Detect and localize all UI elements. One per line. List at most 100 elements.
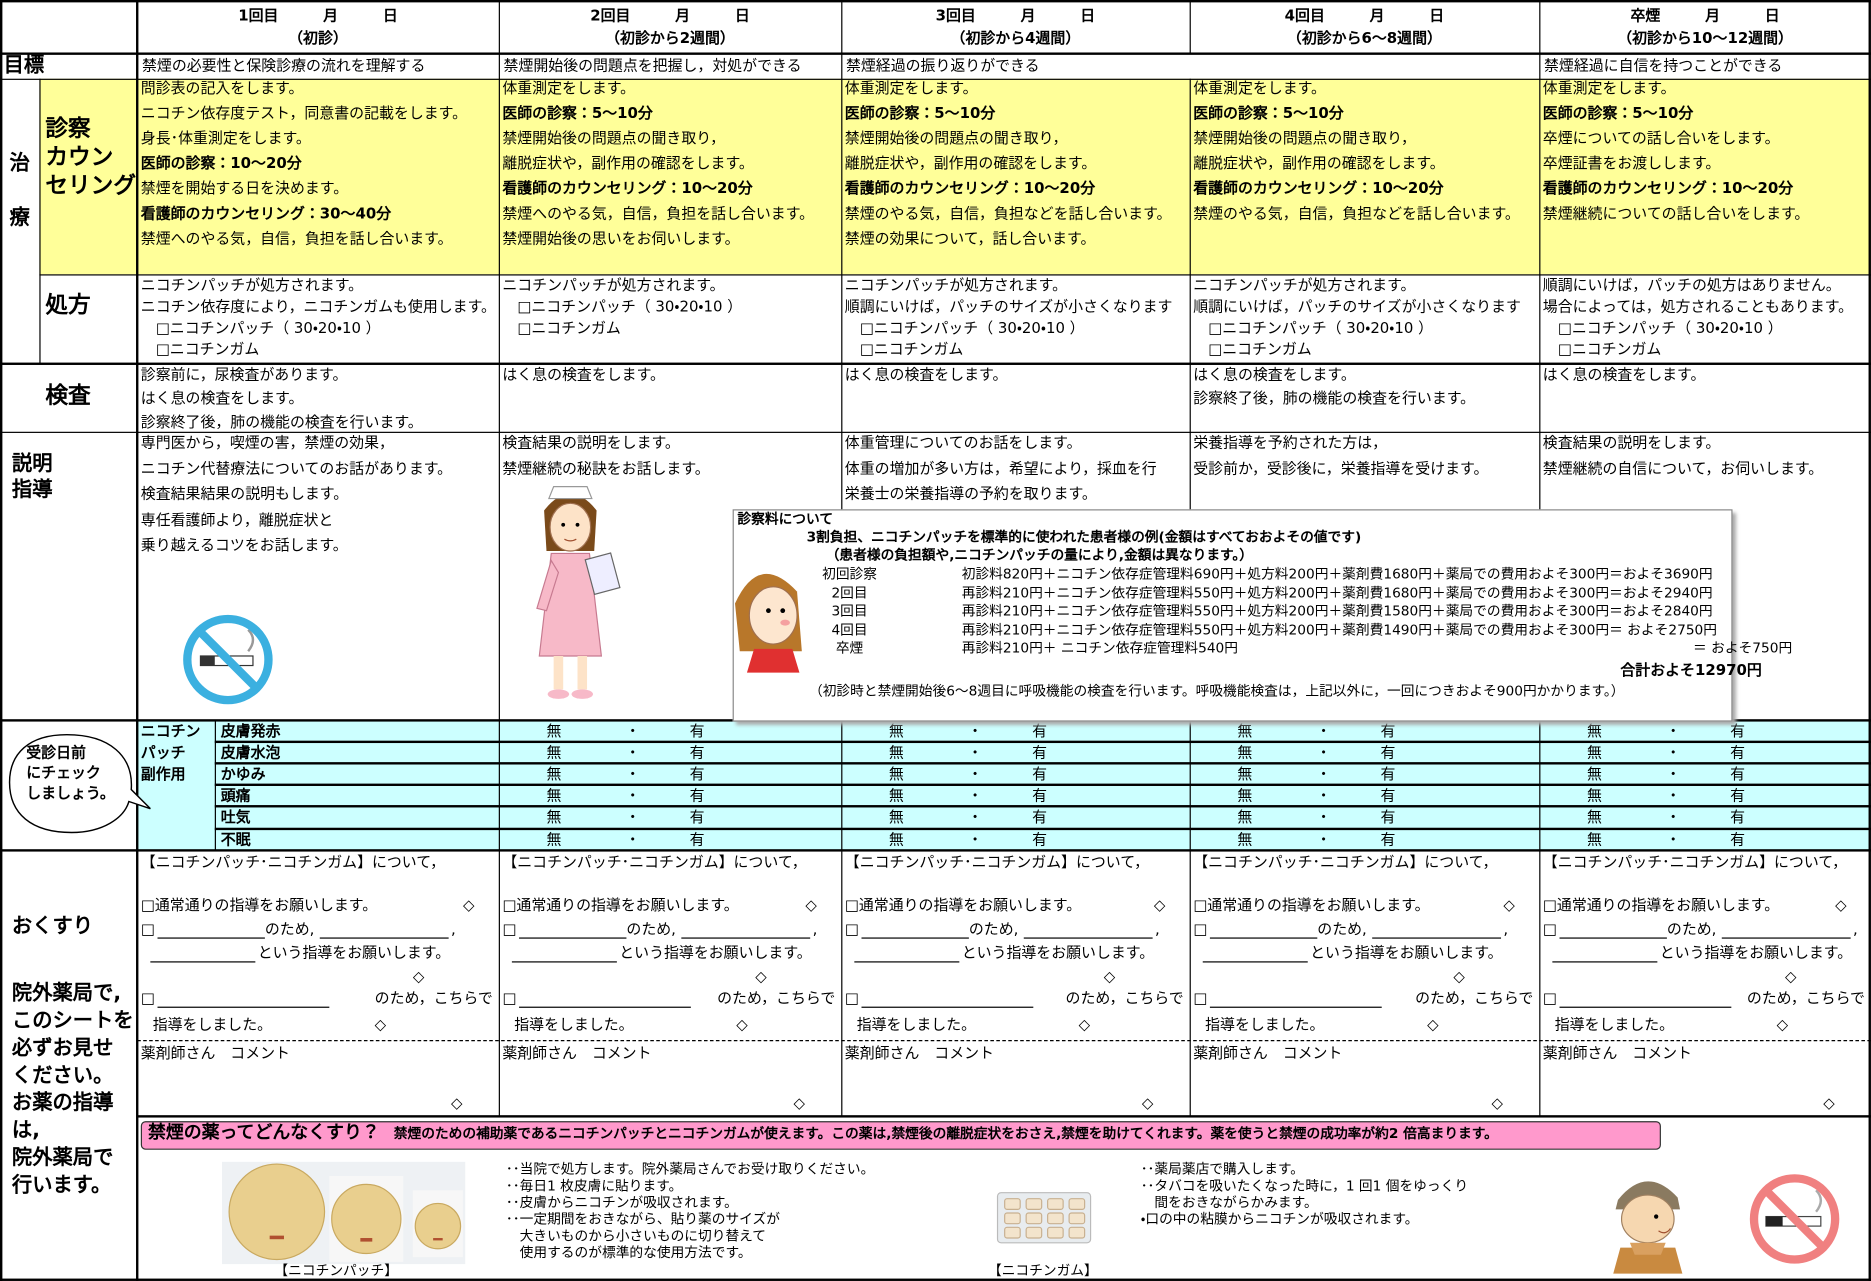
check-choice: 有 [689, 764, 705, 783]
check-choice: 有 [689, 807, 705, 826]
fees-title: 診察料について [737, 510, 834, 528]
cell-text: はく息の検査をします。 [1542, 364, 1706, 383]
rule [1189, 0, 1191, 54]
check-choice: 有 [689, 785, 705, 804]
fees-text: 初診料820円＋ニコチン依存症管理料690円＋処方料200円＋薬剤費1680円＋… [961, 565, 1713, 583]
check-choice: 無 [1586, 743, 1602, 761]
cell-text: 禁煙の効果について，話し合います。 [844, 228, 1096, 247]
medicine-option: □通常通りの指導をお願いします。 [502, 895, 739, 914]
blank-field [519, 1006, 691, 1008]
nurse-illustration [536, 486, 621, 699]
cell-text: 禁煙のやる気，自信，負担などを話し合います。 [844, 203, 1172, 222]
check-diamond: ◇ [1785, 967, 1797, 986]
check-choice: ・ [625, 721, 641, 740]
pharmacist-comment: 薬剤師さん コメント [1193, 1043, 1343, 1062]
check-choice: 有 [1730, 785, 1746, 804]
rule [39, 273, 1871, 275]
banner-text: 禁煙のための補助薬であるニコチンパッチとニコチンガムが使えます。この薬は,禁煙後… [393, 1124, 1498, 1142]
check-choice: ・ [967, 807, 983, 826]
blank-field [1372, 937, 1502, 939]
medicine-option: のため, [968, 919, 1019, 938]
rule [0, 0, 1871, 3]
fees-note: （初診時と禁煙開始後6～8週目に呼吸機能の検査を行います。呼吸機能検査は，上記以… [808, 682, 1625, 699]
check-diamond: ◇ [1078, 1014, 1091, 1033]
blank-field [157, 937, 265, 939]
row-label: 処方 [45, 292, 91, 319]
check-choice: ・ [625, 830, 641, 849]
cell-text: 栄養士の栄養指導の予約を取ります。 [844, 484, 1097, 503]
row-label: 指導 [11, 478, 53, 503]
cell-text: 卒煙証書をお渡しします。 [1542, 153, 1721, 172]
check-diamond: ◇ [462, 895, 475, 914]
check-choice: 無 [1586, 785, 1602, 804]
pharmacist-comment: 薬剤師さん コメント [140, 1043, 290, 1062]
cell-text: はく息の検査をします。 [140, 388, 304, 407]
medicine-option: のため，こちらで [1746, 988, 1865, 1007]
medicine-title: 【ニコチンパッチ･ニコチンガム】について， [502, 852, 807, 871]
blank-field [319, 937, 449, 939]
gum-caption: 【ニコチンガム】 [987, 1261, 1098, 1279]
cell-text: □ニコチンガム [502, 318, 621, 337]
check-choice: 無 [546, 743, 562, 761]
cell-text: 診察終了後，肺の機能の検査を行います。 [1193, 388, 1476, 407]
side-effect-name: 皮膚発赤 [220, 721, 281, 740]
blank-field [854, 961, 960, 963]
medicine-option: のため, [1317, 919, 1367, 938]
check-choice: 無 [1237, 721, 1253, 740]
blank-field [1552, 961, 1658, 963]
cell-text: 体重の増加が多い方は，希望により，採血を行 [844, 458, 1157, 477]
check-choice: 有 [1032, 721, 1048, 740]
cell-text: 乗り越えるコツをお話します。 [140, 535, 348, 554]
cell-text: 医師の診察：5～10分 [1193, 103, 1344, 122]
medicine-option: のため, [626, 919, 676, 938]
blank-field [1721, 937, 1851, 939]
check-choice: ・ [1316, 807, 1332, 826]
check-choice: ・ [967, 743, 983, 761]
check-diamond: ◇ [451, 1093, 463, 1112]
no-smoking-sign [183, 614, 273, 705]
medicine-note: ください。 [11, 1063, 114, 1088]
side-effect-name: 不眠 [220, 830, 251, 849]
check-choice: ・ [1316, 743, 1332, 761]
check-choice: 有 [1032, 830, 1048, 849]
medicine-option: □ [1193, 919, 1208, 938]
cell-text: 禁煙開始後の問題点の聞き取り， [844, 128, 1068, 147]
medicine-option: という指導をお願いします。 [961, 943, 1155, 962]
medicine-option: という指導をお願いします。 [1659, 943, 1853, 962]
medicine-option: 指導をしました。 [1205, 1014, 1325, 1033]
column-date: 3回目 月 日 [935, 5, 1096, 24]
check-choice: ・ [1665, 743, 1681, 761]
check-choice: 無 [888, 807, 904, 826]
check-choice: ・ [1316, 830, 1332, 849]
cell-text: 身長･体重測定をします。 [140, 128, 311, 147]
cell-text: 体重測定をします。 [502, 78, 636, 97]
check-choice: ・ [967, 764, 983, 783]
check-choice: 無 [1586, 830, 1602, 849]
check-choice: 無 [888, 721, 904, 740]
rule [214, 805, 1871, 808]
patch-caption: 【ニコチンパッチ】 [274, 1261, 398, 1279]
bubble-text: 受診日前 [26, 743, 86, 761]
fees-label: 初回診察 [822, 565, 878, 583]
rule [0, 78, 1871, 80]
cell-text: 離脱症状や，副作用の確認をします。 [1193, 153, 1445, 172]
row-label: おくすり [11, 914, 94, 939]
group-label: パッチ [140, 743, 186, 761]
medicine-option: □ [140, 988, 155, 1007]
blank-field [1559, 1006, 1732, 1008]
row-label: カウン [45, 144, 114, 171]
check-choice: 有 [1730, 743, 1746, 761]
row-label: 療 [9, 206, 30, 231]
blank-field [861, 937, 969, 939]
rule [1868, 0, 1871, 1281]
gum-photo [996, 1192, 1092, 1244]
check-choice: 有 [1380, 830, 1396, 849]
check-choice: ・ [1665, 807, 1681, 826]
yellow-band [39, 78, 1871, 275]
medicine-option: , [812, 919, 818, 938]
cell-text: 医師の診察：5～10分 [502, 103, 653, 122]
blank-field [1202, 961, 1308, 963]
check-choice: ・ [1316, 764, 1332, 783]
check-choice: 有 [1730, 721, 1746, 740]
